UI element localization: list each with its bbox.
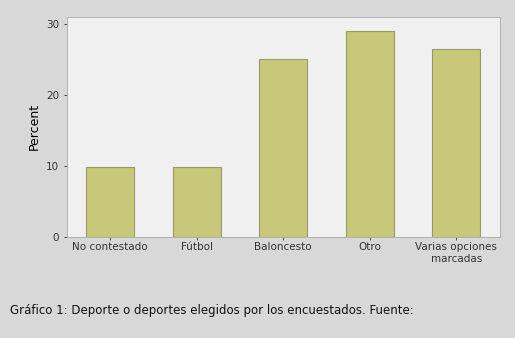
Bar [433,49,480,237]
Bar [87,167,134,237]
Y-axis label: Percent: Percent [28,103,41,150]
Bar [173,167,220,237]
Bar [346,31,393,237]
Text: Gráfico 1: Deporte o deportes elegidos por los encuestados. Fuente:: Gráfico 1: Deporte o deportes elegidos p… [10,304,414,317]
Bar [260,59,307,237]
